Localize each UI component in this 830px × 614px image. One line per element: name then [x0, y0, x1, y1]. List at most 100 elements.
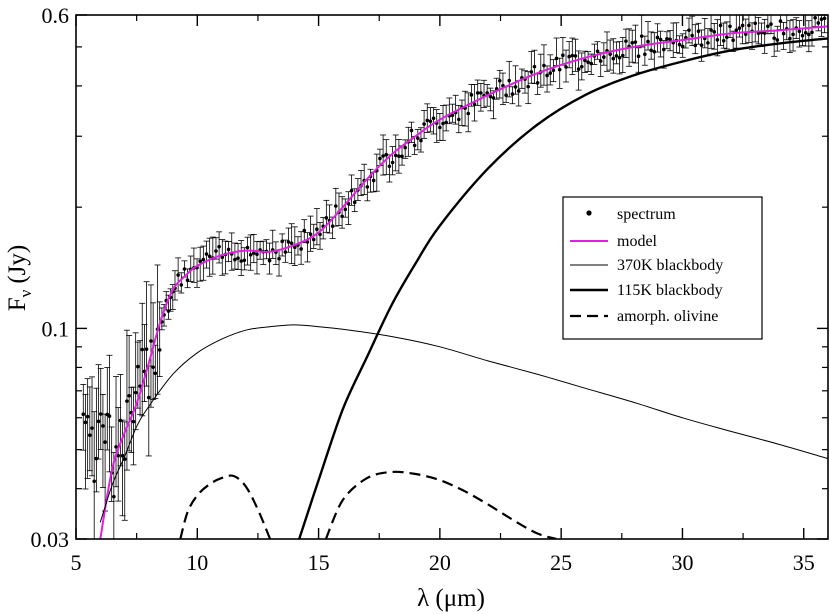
spectrum-point	[790, 19, 797, 52]
x-tick-label-3: 20	[429, 550, 451, 575]
spectrum-point	[610, 38, 617, 74]
spectrum-point	[641, 35, 648, 66]
spectrum-point	[123, 329, 130, 471]
spectrum-point	[82, 393, 89, 490]
spectrum-point	[156, 301, 163, 377]
spectrum-point	[219, 239, 226, 276]
legend-marker-spectrum	[586, 210, 592, 216]
x-tick-label-4: 25	[550, 550, 572, 575]
spectrum-point	[323, 199, 330, 233]
spectrum-point	[474, 79, 481, 106]
spectrum-point	[175, 257, 182, 292]
spectrum-point	[430, 107, 437, 135]
spectrum-point	[376, 148, 383, 167]
spectrum-point	[389, 146, 396, 176]
y-tick-label-2: 0.6	[42, 3, 70, 28]
spectrum-point	[569, 37, 576, 75]
x-axis-title: λ (μm)	[417, 585, 485, 612]
spectrum-point	[506, 60, 513, 98]
legend-label-model: model	[617, 233, 658, 250]
spectrum-point	[648, 31, 655, 60]
spectrum-point	[383, 139, 390, 176]
spectrum-point	[392, 134, 399, 172]
series-line-370k-blackbody	[99, 324, 828, 523]
series-line-model	[99, 25, 828, 539]
spectrum-point	[443, 104, 450, 132]
spectrum-point	[575, 50, 582, 91]
spectrum-point	[93, 387, 100, 493]
spectrum-point	[206, 237, 213, 277]
spectrum-point	[317, 222, 324, 250]
spectrum-point	[723, 21, 730, 50]
spectrum-point	[238, 240, 245, 276]
spectrum-point	[487, 87, 494, 112]
legend-label-olivine: amorph. olivine	[617, 308, 718, 325]
series-line-amorph-olivine-1	[324, 470, 557, 539]
x-tick-label-5: 30	[671, 550, 693, 575]
legend: spectrum model 370K blackbody 115K black…	[562, 196, 763, 340]
spectrum-point	[342, 198, 349, 218]
spectrum-point	[130, 386, 137, 466]
plot-frame	[75, 14, 829, 540]
x-tick-label-1: 10	[186, 550, 208, 575]
spectrum-point	[632, 24, 639, 64]
spectrum-point	[613, 41, 620, 65]
spectrum-point	[386, 154, 393, 183]
spectrum-point	[496, 69, 503, 99]
y-axis-title-sub: ν	[16, 289, 35, 297]
spectrum-point	[616, 41, 623, 75]
spectrum-point	[708, 15, 715, 49]
y-axis: 0.03 0.1 0.6	[31, 3, 828, 552]
spectrum-point	[701, 17, 708, 49]
spectrum-point	[594, 41, 601, 60]
series-layer	[99, 25, 828, 539]
spectrum-point	[717, 15, 724, 46]
spectrum-point	[477, 83, 484, 112]
spectrum-point	[818, 15, 825, 37]
spectrum-point	[147, 284, 154, 408]
spectrum-point	[178, 272, 185, 294]
spectrum-point	[635, 47, 642, 73]
spectrum-point	[184, 268, 191, 289]
legend-label-370k: 370K blackbody	[617, 257, 723, 274]
spectrum-point	[313, 208, 320, 246]
spectrum-point	[821, 15, 828, 34]
spectrum-point	[282, 239, 289, 263]
legend-label-115k: 115K blackbody	[617, 282, 723, 299]
spectrum-point	[253, 240, 260, 275]
spectrum-point	[796, 20, 803, 48]
spectrum-point	[484, 84, 491, 107]
spectrum-point	[421, 110, 428, 139]
spectrum-point	[607, 39, 614, 71]
spectrum-point	[250, 233, 257, 264]
spectrum-point	[676, 35, 683, 54]
spectrum-point	[332, 187, 339, 227]
spectrum-point	[572, 38, 579, 72]
spectrum-point	[512, 65, 519, 95]
spectrum-point	[231, 242, 238, 270]
spectrum-point	[663, 31, 670, 50]
series-line-amorph-olivine-0	[179, 474, 272, 539]
svg-text:Fν(Jy): Fν (Jy)	[4, 245, 35, 311]
spectrum-point	[585, 51, 592, 72]
spectrum-point	[152, 344, 159, 399]
spectrum-point	[556, 57, 563, 89]
spectrum-point	[654, 23, 661, 53]
spectrum-point	[805, 20, 812, 53]
series-line-115k-blackbody	[298, 37, 828, 539]
spectrum-point	[714, 19, 721, 57]
spectrum-point	[235, 243, 242, 271]
spectrum-point	[288, 223, 295, 265]
y-tick-label-0: 0.03	[31, 527, 70, 552]
spectrum-point	[266, 242, 273, 275]
x-tick-label-2: 15	[308, 550, 330, 575]
spectrum-point	[194, 258, 201, 288]
spectrum-point	[465, 92, 472, 133]
y-tick-label-1: 0.1	[42, 316, 70, 341]
spectrum-point	[780, 22, 787, 50]
x-axis: 5 10 15 20 25 30 35	[71, 15, 815, 575]
spectrum-point	[395, 139, 402, 174]
spectrum-point	[370, 171, 377, 193]
spectrum-point	[212, 237, 219, 260]
